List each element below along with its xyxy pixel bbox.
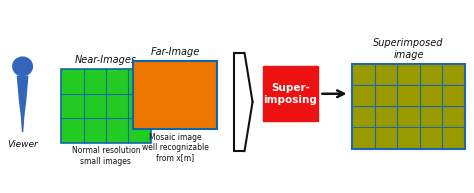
Bar	[352, 64, 465, 148]
Bar	[263, 66, 318, 121]
Text: Super-
imposing: Super- imposing	[264, 83, 317, 105]
Polygon shape	[20, 102, 26, 116]
Bar	[61, 69, 151, 143]
Text: Mosaic image
well recognizable
from x[m]: Mosaic image well recognizable from x[m]	[142, 133, 209, 163]
Polygon shape	[18, 76, 28, 102]
Bar	[133, 61, 217, 129]
Text: Near-Images: Near-Images	[75, 55, 137, 65]
Text: Normal resolution
small images: Normal resolution small images	[72, 146, 140, 166]
Polygon shape	[21, 116, 24, 132]
Text: Far-Image: Far-Image	[150, 47, 200, 57]
Text: Superimposed
image: Superimposed image	[373, 38, 444, 60]
Text: Viewer: Viewer	[7, 140, 38, 149]
Circle shape	[13, 57, 32, 76]
